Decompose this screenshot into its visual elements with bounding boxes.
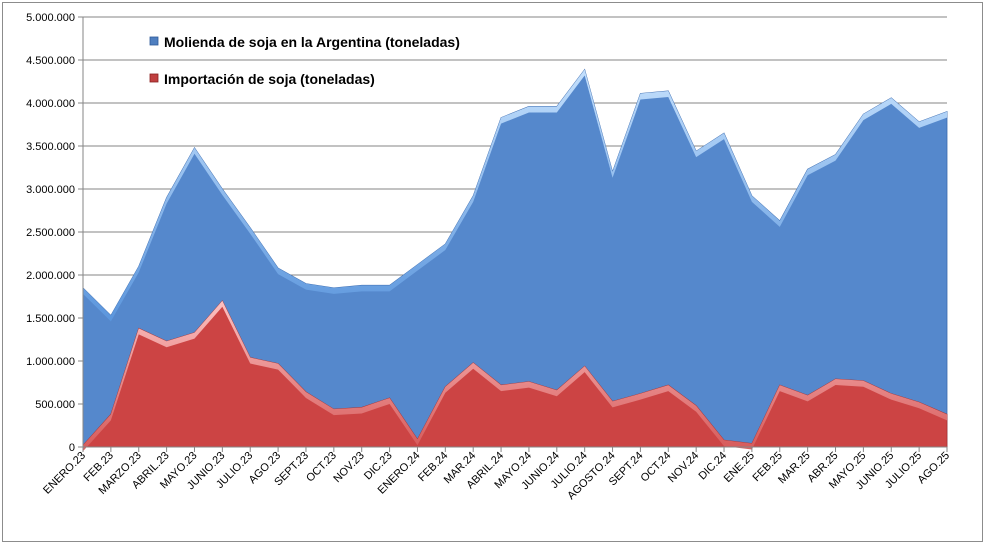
y-tick-label: 3.500.000 (26, 141, 75, 153)
y-axis-ticks: 0 500.000 1.000.000 1.500.000 2.000.000 2.500… (26, 12, 83, 454)
y-tick-label: 1.500.000 (26, 313, 75, 325)
legend: Molienda de soja en la Argentina (tonela… (149, 34, 460, 87)
x-tick-label: ENERO.23 (41, 450, 88, 497)
series-molienda-area (82, 68, 948, 448)
legend-label-importacion: Importación de soja (toneladas) (164, 71, 375, 87)
x-tick-label: ENE.25 (722, 450, 757, 485)
y-tick-label: 1.000.000 (26, 356, 75, 368)
area-chart: 0 500.000 1.000.000 1.500.000 2.000.000 2.500… (26, 12, 952, 502)
series-areas (82, 68, 948, 452)
legend-label-molienda: Molienda de soja en la Argentina (tonela… (164, 34, 460, 50)
y-tick-label: 3.000.000 (26, 184, 75, 196)
y-tick-label: 4.000.000 (26, 98, 75, 110)
x-tick-label: NOV.24 (666, 450, 701, 485)
y-tick-label: 5.000.000 (26, 12, 75, 24)
y-tick-label: 2.500.000 (26, 227, 75, 239)
series-importacion (82, 300, 948, 452)
legend-swatch-importacion (149, 73, 159, 83)
x-tick-label: NOV.23 (331, 450, 366, 485)
legend-item-importacion: Importación de soja (toneladas) (149, 71, 375, 87)
x-axis-ticks: ENERO.23FEB.23MARZO.23ABRIL.23MAYO.23JUN… (41, 447, 952, 502)
legend-item-molienda: Molienda de soja en la Argentina (tonela… (149, 34, 460, 50)
series-molienda (82, 68, 948, 448)
y-tick-label: 4.500.000 (26, 55, 75, 67)
y-tick-label: 0 (69, 442, 75, 454)
y-tick-label: 2.000.000 (26, 270, 75, 282)
y-tick-label: 500.000 (35, 399, 75, 411)
legend-swatch-molienda (149, 36, 159, 46)
